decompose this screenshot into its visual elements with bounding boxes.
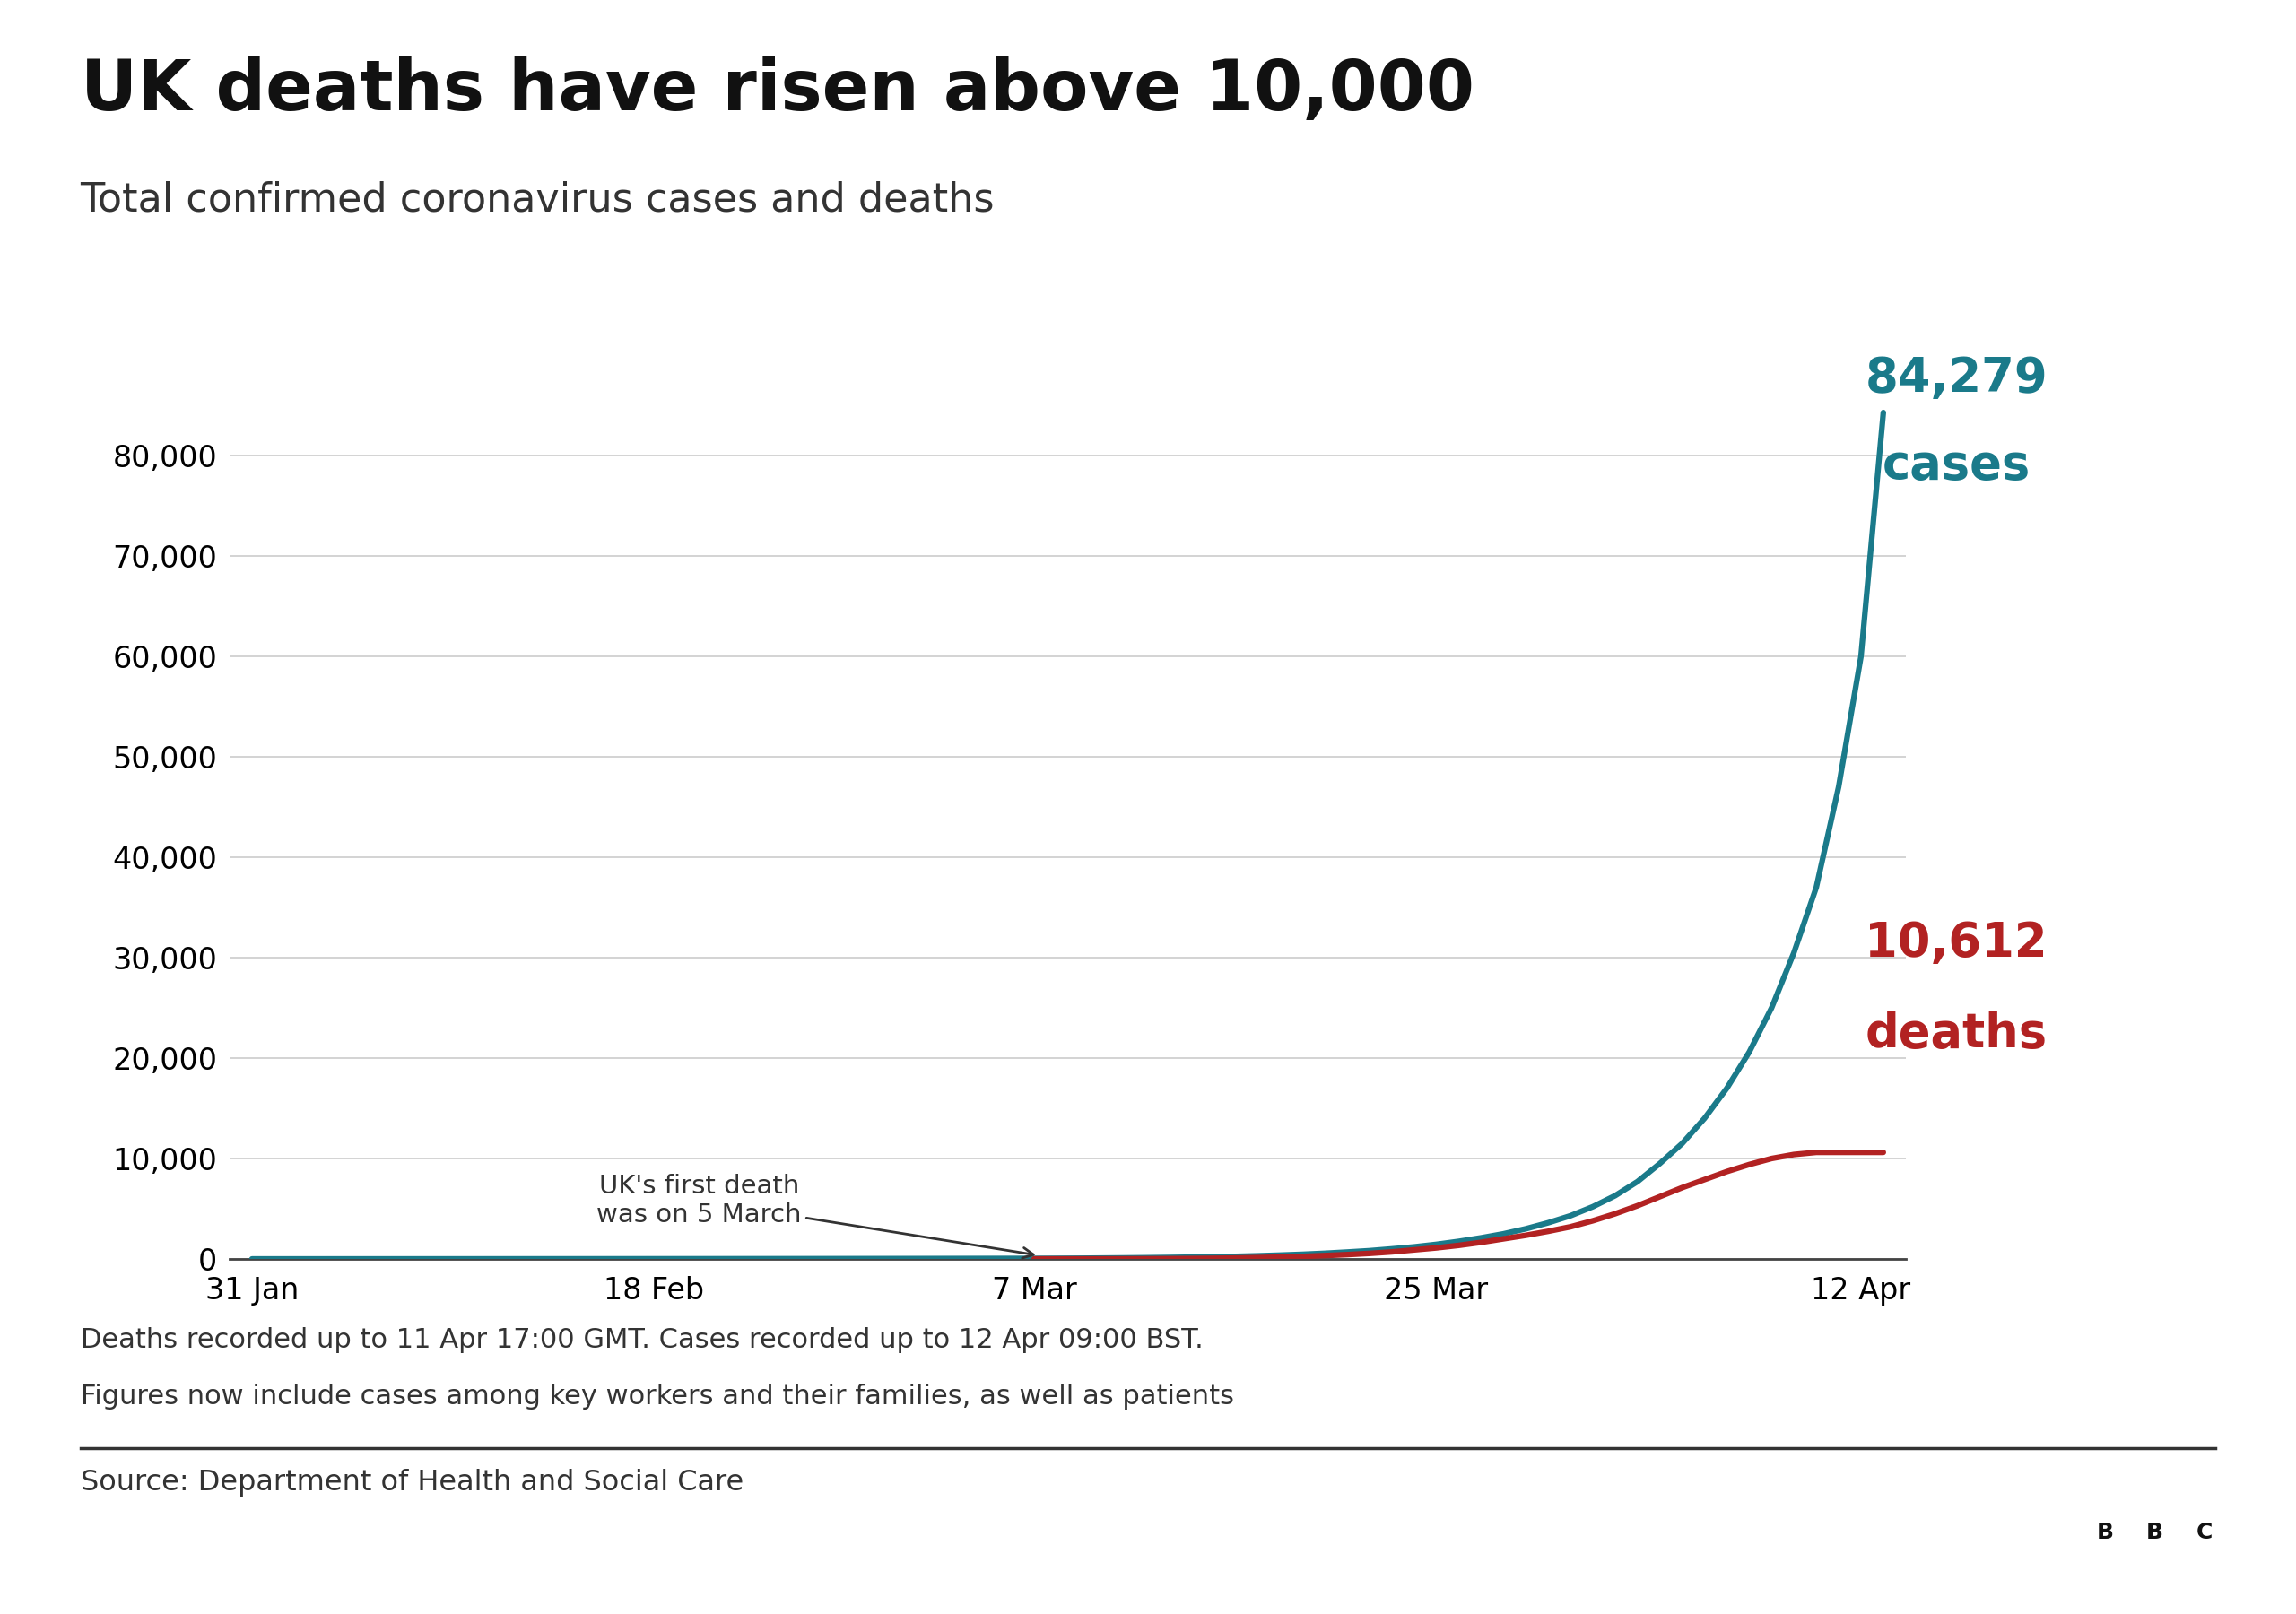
Text: Source: Department of Health and Social Care: Source: Department of Health and Social …	[80, 1469, 744, 1496]
FancyBboxPatch shape	[2085, 1488, 2126, 1577]
Text: B: B	[2096, 1522, 2115, 1543]
Text: 84,279: 84,279	[1864, 355, 2048, 402]
Text: Figures now include cases among key workers and their families, as well as patie: Figures now include cases among key work…	[80, 1383, 1233, 1409]
Text: cases: cases	[1883, 442, 2030, 489]
Text: UK deaths have risen above 10,000: UK deaths have risen above 10,000	[80, 56, 1474, 124]
Text: deaths: deaths	[1864, 1010, 2048, 1057]
FancyBboxPatch shape	[2133, 1488, 2177, 1577]
Text: B: B	[2147, 1522, 2163, 1543]
Text: Total confirmed coronavirus cases and deaths: Total confirmed coronavirus cases and de…	[80, 181, 994, 220]
FancyBboxPatch shape	[2183, 1488, 2225, 1577]
Text: UK's first death
was on 5 March: UK's first death was on 5 March	[597, 1173, 1033, 1257]
Text: 10,612: 10,612	[1864, 920, 2048, 967]
Text: C: C	[2197, 1522, 2213, 1543]
Text: Deaths recorded up to 11 Apr 17:00 GMT. Cases recorded up to 12 Apr 09:00 BST.: Deaths recorded up to 11 Apr 17:00 GMT. …	[80, 1327, 1203, 1353]
